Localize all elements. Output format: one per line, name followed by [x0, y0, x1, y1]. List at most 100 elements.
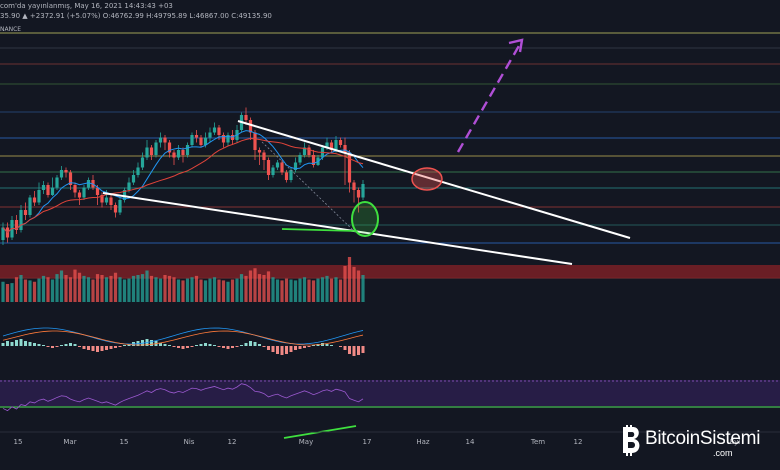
candle-body: [136, 167, 140, 175]
candle-body: [325, 142, 329, 148]
candle-body: [275, 162, 280, 168]
candle-body: [226, 135, 230, 143]
volume-bar: [226, 281, 230, 302]
candle-body: [59, 170, 64, 178]
volume-bar: [185, 278, 190, 302]
time-axis-label: May: [299, 438, 313, 446]
volume-bar: [343, 266, 347, 302]
candle-body: [73, 185, 77, 193]
candle-body: [185, 145, 190, 155]
candle-body: [244, 115, 248, 120]
macd-bar: [208, 344, 212, 346]
macd-bar: [177, 346, 180, 348]
volume-bar: [140, 274, 145, 302]
candle-body: [68, 172, 73, 185]
macd-bar: [339, 346, 342, 347]
bitcoin-logo-icon: [623, 425, 640, 456]
macd-bar: [28, 342, 32, 346]
macd-bar: [325, 344, 329, 346]
candle-body: [284, 172, 289, 180]
volume-bar: [158, 278, 163, 302]
volume-bar: [244, 275, 248, 302]
time-axis-label: 12: [574, 438, 583, 446]
volume-bar: [127, 278, 131, 302]
candle-body: [334, 140, 338, 150]
macd-bar: [109, 346, 113, 349]
macd-bar: [78, 346, 81, 347]
macd-bar: [168, 345, 171, 346]
macd-bar: [312, 345, 315, 346]
macd-bar: [87, 346, 90, 350]
volume-bar: [77, 272, 82, 302]
volume-bar: [37, 278, 41, 302]
time-axis-label: Mar: [63, 438, 76, 446]
candle-body: [208, 132, 212, 138]
candle-body: [127, 182, 131, 190]
projection-arrowhead: [508, 38, 524, 53]
candle-body: [77, 192, 82, 198]
candle-body: [95, 187, 100, 195]
candle-body: [1, 227, 5, 240]
candle-body: [266, 160, 271, 175]
macd-bar: [298, 346, 302, 349]
volume-bar: [55, 274, 59, 302]
brand-name: BitcoinSistemi: [645, 428, 761, 449]
macd-bar: [10, 342, 14, 346]
candle-body: [307, 147, 311, 155]
signal-line: [2, 330, 364, 346]
rsi-line: [2, 383, 364, 412]
volume-bar: [136, 275, 140, 302]
candle-body: [154, 142, 158, 155]
volume-bar: [284, 278, 289, 302]
macd-bar: [82, 346, 86, 349]
candle-body: [217, 127, 221, 135]
candle-body: [253, 132, 257, 150]
volume-bar: [163, 275, 167, 302]
macd-bar: [127, 344, 131, 346]
macd-bar: [181, 346, 185, 349]
candle-body: [32, 197, 37, 203]
volume-bar: [356, 270, 361, 302]
candle-body: [55, 177, 59, 188]
candle-body: [104, 197, 109, 203]
volume-bar: [68, 277, 73, 302]
volume-bar: [334, 277, 338, 302]
macd-bar: [55, 346, 59, 347]
volume-bar: [262, 275, 266, 302]
macd-bar: [69, 343, 72, 346]
macd-bar: [159, 343, 162, 346]
macd-bar: [33, 343, 36, 346]
candle-body: [212, 127, 217, 133]
candle-body: [131, 175, 136, 183]
macd-bar: [186, 346, 189, 348]
candle-body: [248, 120, 253, 133]
volume-bar: [181, 280, 185, 302]
macd-bar: [294, 346, 297, 350]
volume-bar: [122, 279, 127, 302]
macd-bar: [253, 342, 257, 346]
volume-bar: [104, 277, 109, 302]
macd-bar: [1, 343, 5, 346]
macd-bar: [217, 346, 221, 347]
volume-bar: [325, 275, 329, 302]
candle-body: [28, 197, 32, 215]
macd-bar: [123, 345, 126, 346]
macd-bar: [235, 346, 239, 347]
volume-bar: [320, 277, 325, 302]
candle-body: [311, 155, 316, 165]
candle-body: [343, 145, 347, 153]
volume-bar: [176, 279, 181, 302]
macd-bar: [330, 345, 333, 346]
candle-body: [172, 152, 176, 158]
candle-body: [221, 135, 226, 143]
candle-body: [19, 210, 23, 230]
macd-bar: [262, 346, 266, 347]
candle-body: [23, 210, 28, 215]
exchange-label: NANCE: [0, 26, 22, 33]
macd-bar: [60, 345, 63, 346]
volume-bar: [190, 277, 194, 302]
candle-body: [298, 155, 302, 163]
macd-bar: [343, 346, 347, 350]
candle-body: [149, 147, 154, 155]
